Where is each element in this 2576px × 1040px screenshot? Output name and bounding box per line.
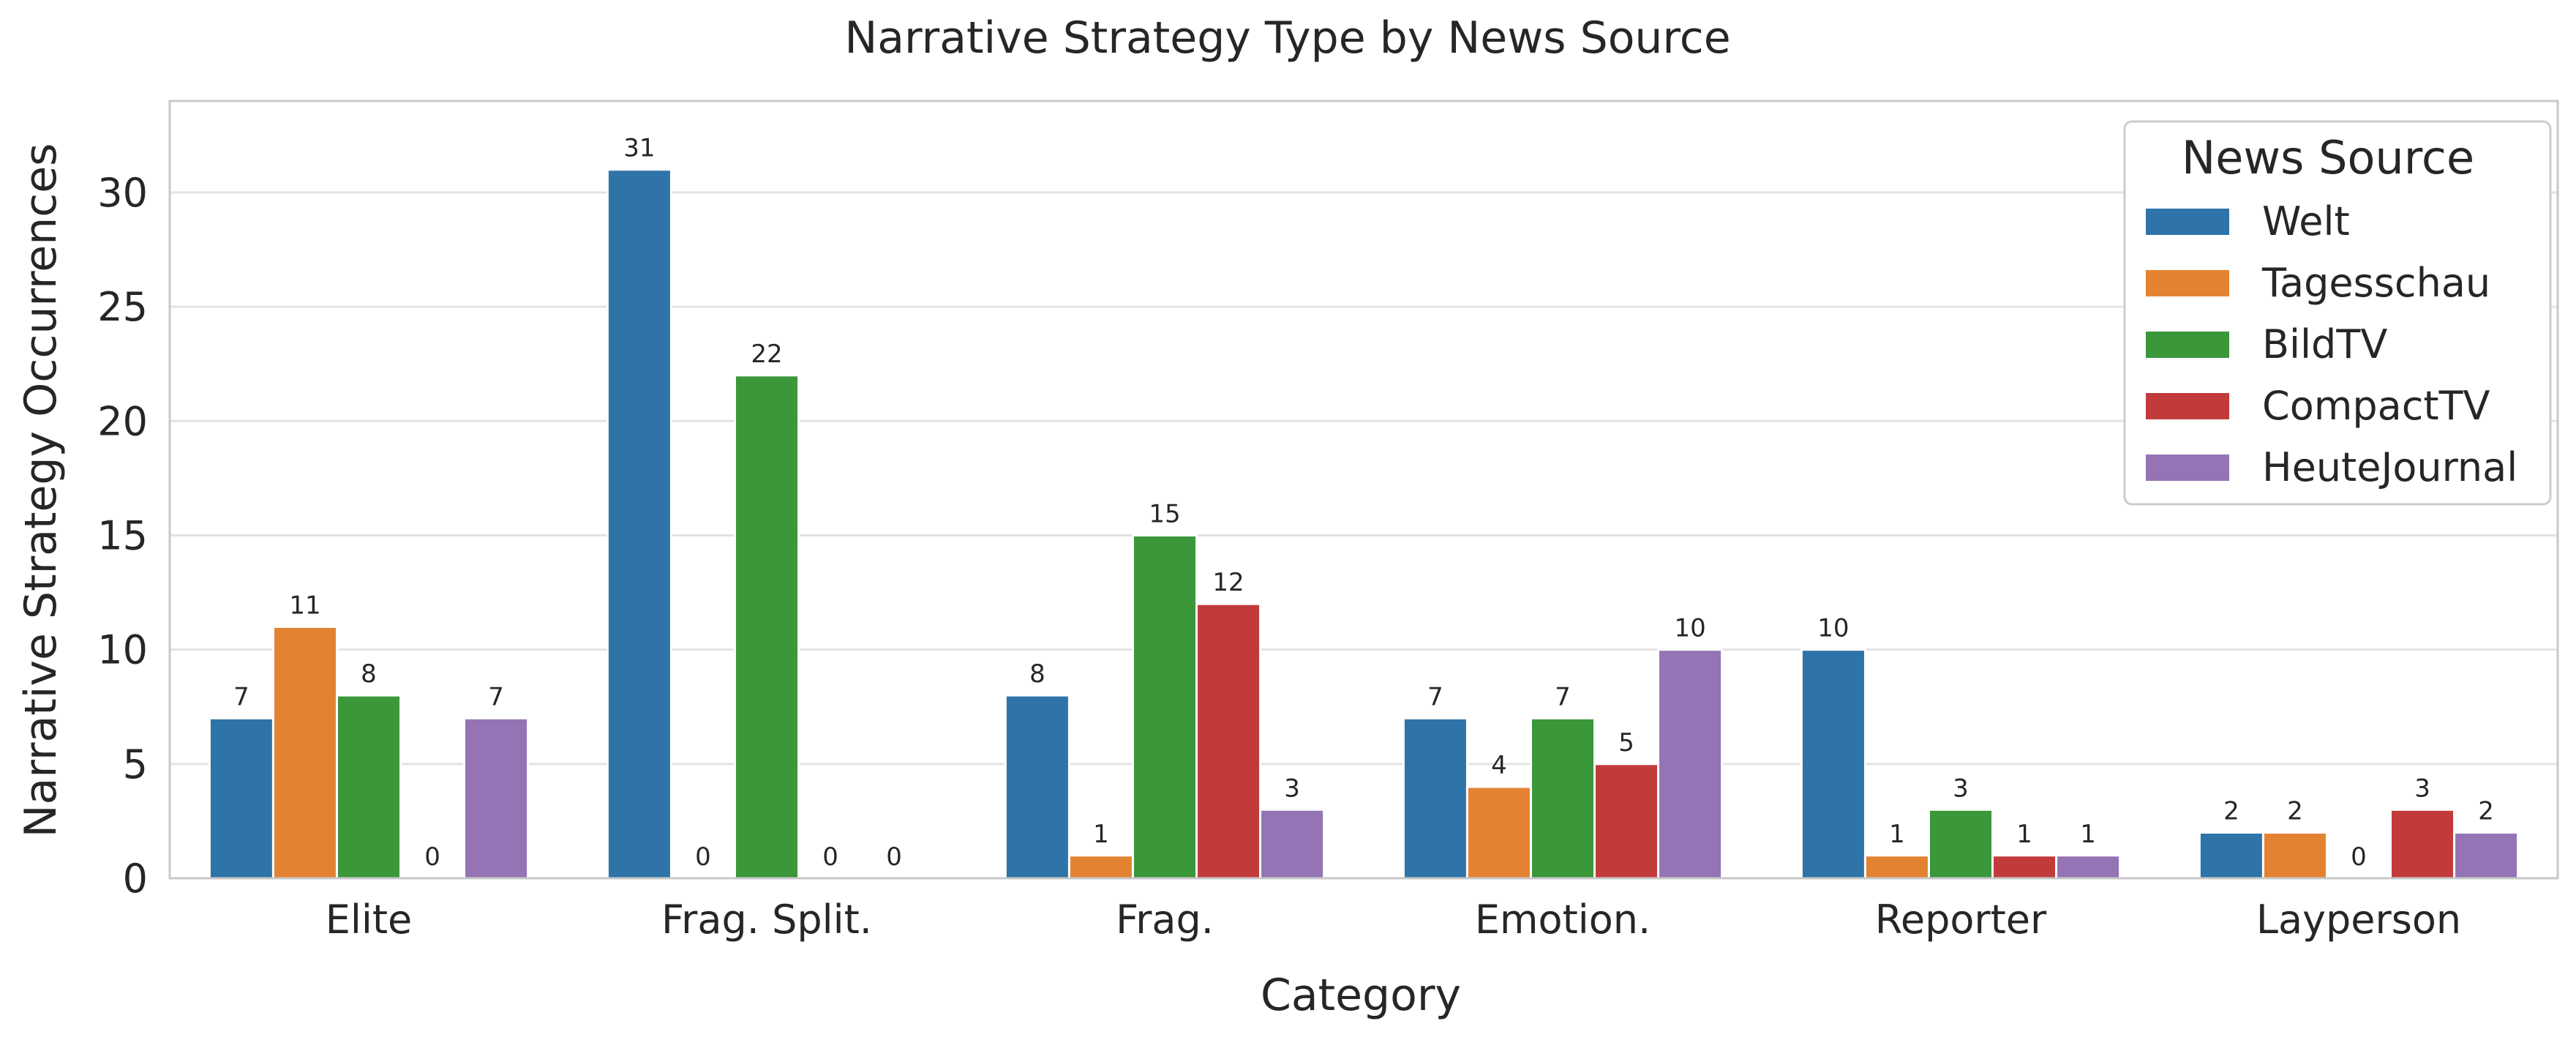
data-label: 31 <box>623 134 655 163</box>
data-label: 3 <box>1953 774 1969 803</box>
x-tick-label: Layperson <box>2256 897 2461 943</box>
bar-tagesschau <box>1863 854 1930 880</box>
legend-label-compacttv: CompactTV <box>2262 383 2490 429</box>
bar-tagesschau <box>2261 831 2328 880</box>
bar-welt <box>1004 694 1070 880</box>
bar-bildtv <box>1927 808 1994 880</box>
data-label: 2 <box>2287 797 2303 826</box>
bar-bildtv <box>335 694 402 880</box>
x-tick-label: Frag. Split. <box>661 897 872 943</box>
data-label: 1 <box>1093 820 1109 849</box>
y-tick-label: 30 <box>97 170 148 216</box>
bar-tagesschau <box>271 625 338 880</box>
bars <box>208 168 2520 880</box>
data-label: 7 <box>1427 682 1443 711</box>
bar-welt <box>1402 717 1468 880</box>
y-tick-label: 0 <box>123 856 148 902</box>
bar-welt <box>208 717 274 880</box>
x-tick-label: Elite <box>326 897 413 943</box>
legend-items: Welt Tagesschau BildTV CompactTV HeuteJourna… <box>2144 198 2517 490</box>
data-label: 8 <box>1029 659 1045 689</box>
legend-label-welt: Welt <box>2262 198 2350 244</box>
bar-heutejournal <box>463 717 530 880</box>
bar-compacttv <box>1991 854 2058 880</box>
y-axis-ticks: 0 5 10 15 20 25 30 <box>97 170 148 902</box>
bar-welt <box>2198 831 2264 880</box>
y-tick-label: 15 <box>97 512 148 558</box>
y-tick-label: 10 <box>97 627 148 673</box>
legend-label-heutejournal: HeuteJournal <box>2262 444 2517 490</box>
bar-bildtv <box>1529 717 1596 880</box>
data-label: 7 <box>488 682 504 711</box>
legend-swatch-compacttv <box>2144 392 2231 421</box>
legend: News Source Welt Tagesschau BildTV CompactT… <box>2123 120 2552 506</box>
chart-title: Narrative Strategy Type by News Source <box>844 12 1730 64</box>
bar-welt <box>606 168 672 880</box>
bar-welt <box>1800 648 1866 880</box>
data-label: 1 <box>2080 820 2096 849</box>
y-tick-label: 5 <box>123 741 148 788</box>
legend-swatch-heutejournal <box>2144 453 2231 482</box>
x-tick-label: Reporter <box>1875 897 2047 943</box>
legend-swatch-tagesschau <box>2144 269 2231 298</box>
data-label: 1 <box>2016 820 2032 849</box>
data-label: 0 <box>424 842 440 872</box>
data-label: 12 <box>1212 568 1244 597</box>
data-label: 0 <box>886 842 902 872</box>
data-label: 15 <box>1149 499 1180 528</box>
y-axis-label: Narrative Strategy Occurrences <box>15 143 67 838</box>
data-label: 5 <box>1618 728 1634 757</box>
bar-bildtv <box>1131 534 1198 880</box>
data-label: 0 <box>2351 842 2367 872</box>
x-tick-label: Frag. <box>1116 897 1214 943</box>
data-label: 10 <box>1817 614 1849 643</box>
legend-label-bildtv: BildTV <box>2262 321 2387 367</box>
y-tick-label: 20 <box>97 398 148 444</box>
bar-bildtv <box>733 374 800 880</box>
bar-compacttv <box>1593 763 1660 880</box>
data-label: 2 <box>2223 797 2239 826</box>
bar-heutejournal <box>1657 648 1724 880</box>
data-label: 1 <box>1889 820 1905 849</box>
y-tick-label: 25 <box>97 284 148 330</box>
bar-heutejournal <box>2055 854 2122 880</box>
data-label: 2 <box>2478 797 2494 826</box>
bar-tagesschau <box>1067 854 1134 880</box>
bar-heutejournal <box>1259 808 1326 880</box>
data-label: 7 <box>233 682 249 711</box>
x-tick-label: Emotion. <box>1475 897 1651 943</box>
bar-compacttv <box>1195 602 1262 880</box>
gridlines <box>170 191 2558 880</box>
data-label: 0 <box>822 842 838 872</box>
data-label: 10 <box>1674 614 1705 643</box>
data-label: 4 <box>1491 751 1507 780</box>
data-label: 7 <box>1555 682 1571 711</box>
bar-heutejournal <box>2453 831 2520 880</box>
data-label: 3 <box>1284 774 1300 803</box>
legend-box <box>2123 120 2552 506</box>
x-axis-label: Category <box>1261 970 1461 1021</box>
legend-title: News Source <box>2182 131 2474 184</box>
bar-tagesschau <box>1465 785 1532 880</box>
bar-compacttv <box>2389 808 2456 880</box>
data-label: 11 <box>289 591 320 620</box>
x-axis-ticks: Elite Frag. Split. Frag. Emotion. Reporter La… <box>326 897 2461 943</box>
legend-swatch-bildtv <box>2144 330 2231 359</box>
data-label: 8 <box>361 659 377 689</box>
plot-frame <box>168 100 2559 880</box>
data-label: 3 <box>2414 774 2430 803</box>
legend-label-tagesschau: Tagesschau <box>2261 260 2490 306</box>
data-label: 22 <box>751 340 782 369</box>
legend-swatch-welt <box>2144 207 2231 236</box>
data-label: 0 <box>695 842 711 872</box>
